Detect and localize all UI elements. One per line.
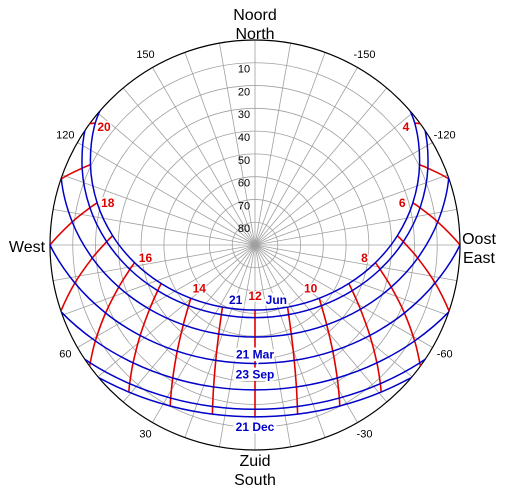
grid-line (184, 244, 256, 438)
grid-line (122, 87, 256, 246)
hour-line (395, 77, 428, 82)
grid-line (254, 52, 326, 246)
date-label: 21 Mar (236, 348, 274, 362)
date-label: 21 Dec (236, 420, 275, 434)
grid-line (254, 112, 413, 246)
grid-line (184, 52, 256, 246)
grid-line (122, 244, 256, 403)
grid-line (254, 244, 291, 447)
hour-label: 20 (97, 120, 111, 134)
altitude-tick-label: 10 (238, 64, 250, 76)
grid: 10 20 30 40 50 60 70 80 150 120 60 30 -30 -60 -120 -150 (49, 39, 461, 451)
grid-line (53, 209, 256, 246)
grid-line (254, 87, 388, 246)
altitude-tick-label: 50 (238, 155, 250, 167)
sun-path (50, 143, 460, 365)
azimuth-tick-label: -120 (434, 129, 456, 141)
grid-line (219, 43, 256, 246)
sun-path (89, 80, 421, 311)
azimuth-tick-label: 30 (139, 429, 151, 441)
labels: 21 Jun 21 Mar 23 Sep 21 Dec 4 6 8 10 12 14 16 18 20 (96, 118, 411, 436)
sun-path (50, 297, 460, 410)
altitude-tick-label: 80 (238, 223, 250, 235)
azimuth-tick-label: 60 (59, 348, 71, 360)
hour-label: 6 (399, 196, 406, 210)
north-label: Noord (233, 7, 277, 24)
grid-line (254, 244, 457, 281)
grid-line (254, 209, 457, 246)
east-label: East (463, 250, 496, 267)
grid-line (254, 244, 326, 438)
grid-line (219, 244, 256, 447)
south-label: South (234, 472, 276, 489)
east-label: Oost (462, 231, 496, 248)
grid-line (152, 67, 256, 246)
north-label: North (235, 26, 274, 43)
south-label: Zuid (239, 453, 270, 470)
grid-line (77, 142, 256, 246)
hour-line (82, 77, 115, 82)
altitude-tick-label: 30 (238, 109, 250, 121)
west-label: West (9, 239, 46, 256)
grid-line (152, 244, 256, 423)
grid-line (254, 244, 358, 423)
altitude-tick-label: 60 (238, 178, 250, 190)
sun-path (81, 79, 429, 319)
grid-line (254, 244, 388, 403)
hour-label: 16 (139, 251, 153, 265)
altitude-tick-label: 40 (238, 132, 250, 144)
azimuth-tick-label: 150 (136, 49, 154, 61)
grid-line (254, 43, 291, 246)
grid-line (254, 174, 448, 246)
hour-label: 4 (403, 120, 410, 134)
sun-path (59, 77, 451, 338)
hour-label: 12 (248, 289, 262, 303)
azimuth-tick-label: -60 (437, 348, 453, 360)
grid-line (97, 244, 256, 378)
date-label: 23 Sep (236, 368, 275, 382)
altitude-tick-label: 70 (238, 200, 250, 212)
grid-line (254, 142, 433, 246)
grid-line (254, 244, 413, 378)
hour-label: 18 (101, 196, 115, 210)
azimuth-tick-label: -150 (353, 49, 375, 61)
hour-label: 10 (304, 281, 318, 295)
hour-label: 8 (361, 251, 368, 265)
grid-line (97, 112, 256, 246)
azimuth-tick-label: -30 (357, 429, 373, 441)
grid-line (62, 174, 256, 246)
plot-area (50, 77, 460, 418)
date-label: 21 Jun (229, 293, 287, 307)
altitude-tick-label: 20 (238, 86, 250, 98)
grid-line (254, 67, 358, 246)
grid-line (53, 244, 256, 281)
azimuth-tick-label: 120 (56, 129, 74, 141)
sun-path (50, 224, 460, 391)
hour-label: 14 (193, 281, 207, 295)
